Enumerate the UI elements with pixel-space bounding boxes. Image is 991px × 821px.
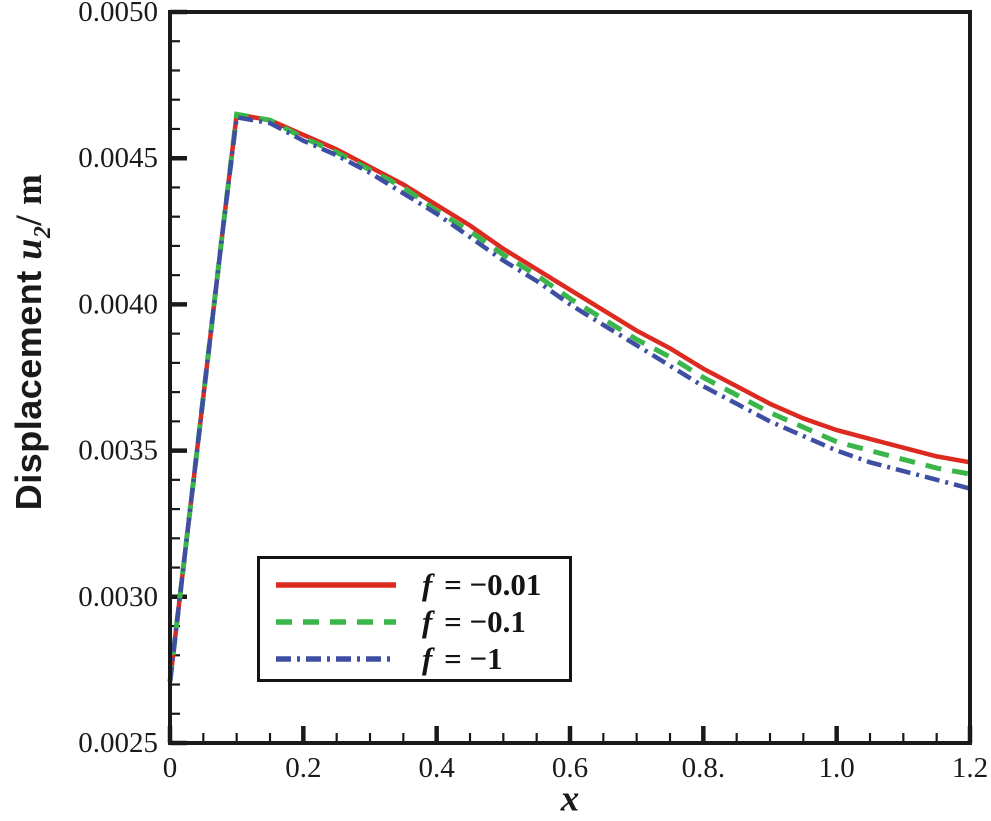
y-tick-label: 0.0030 — [78, 581, 158, 613]
x-tick-label: 1.0 — [819, 752, 855, 784]
legend-label-var: f — [422, 566, 433, 602]
y-tick-label: 0.0040 — [78, 288, 158, 320]
legend: f = −0.01 f = −0.1 f = −1 — [257, 556, 572, 682]
x-axis-label: x — [560, 778, 580, 820]
legend-label: f = −0.1 — [422, 604, 526, 640]
y-tick-label: 0.0050 — [78, 0, 158, 28]
y-axis-label-unit: / m — [9, 173, 51, 226]
legend-label-var: f — [422, 603, 433, 639]
legend-label-value: = −0.01 — [436, 566, 542, 602]
plot-border — [168, 10, 972, 745]
x-tick-label: 0.4 — [419, 752, 456, 784]
y-tick-label: 0.0035 — [78, 435, 158, 467]
x-tick-label: 0.6 — [552, 752, 588, 784]
legend-label: f = −0.01 — [422, 567, 541, 603]
legend-item-1: f = −0.1 — [274, 603, 569, 640]
legend-label-value: = −1 — [436, 640, 503, 676]
y-tick-label: 0.0025 — [78, 727, 158, 759]
legend-label: f = −1 — [422, 641, 503, 677]
y-axis-label-math: u2 — [8, 225, 56, 260]
x-tick-label: 0 — [163, 752, 178, 784]
legend-line-sample — [276, 581, 396, 588]
y-tick-label: 0.0045 — [78, 142, 158, 174]
y-axis-label: Displacement u2/ m — [7, 174, 57, 511]
legend-item-0: f = −0.01 — [274, 566, 569, 603]
legend-line-sample — [276, 618, 396, 625]
series-line-2 — [167, 114, 971, 682]
legend-label-value: = −0.1 — [436, 603, 526, 639]
y-axis-label-text: Displacement — [8, 259, 50, 511]
x-tick-label: 0.2 — [285, 752, 321, 784]
legend-label-var: f — [422, 640, 433, 676]
legend-item-2: f = −1 — [274, 640, 569, 677]
x-tick-label: 0.8. — [682, 752, 726, 784]
legend-line-sample — [276, 655, 396, 662]
x-tick-label: 1.2 — [952, 752, 988, 784]
